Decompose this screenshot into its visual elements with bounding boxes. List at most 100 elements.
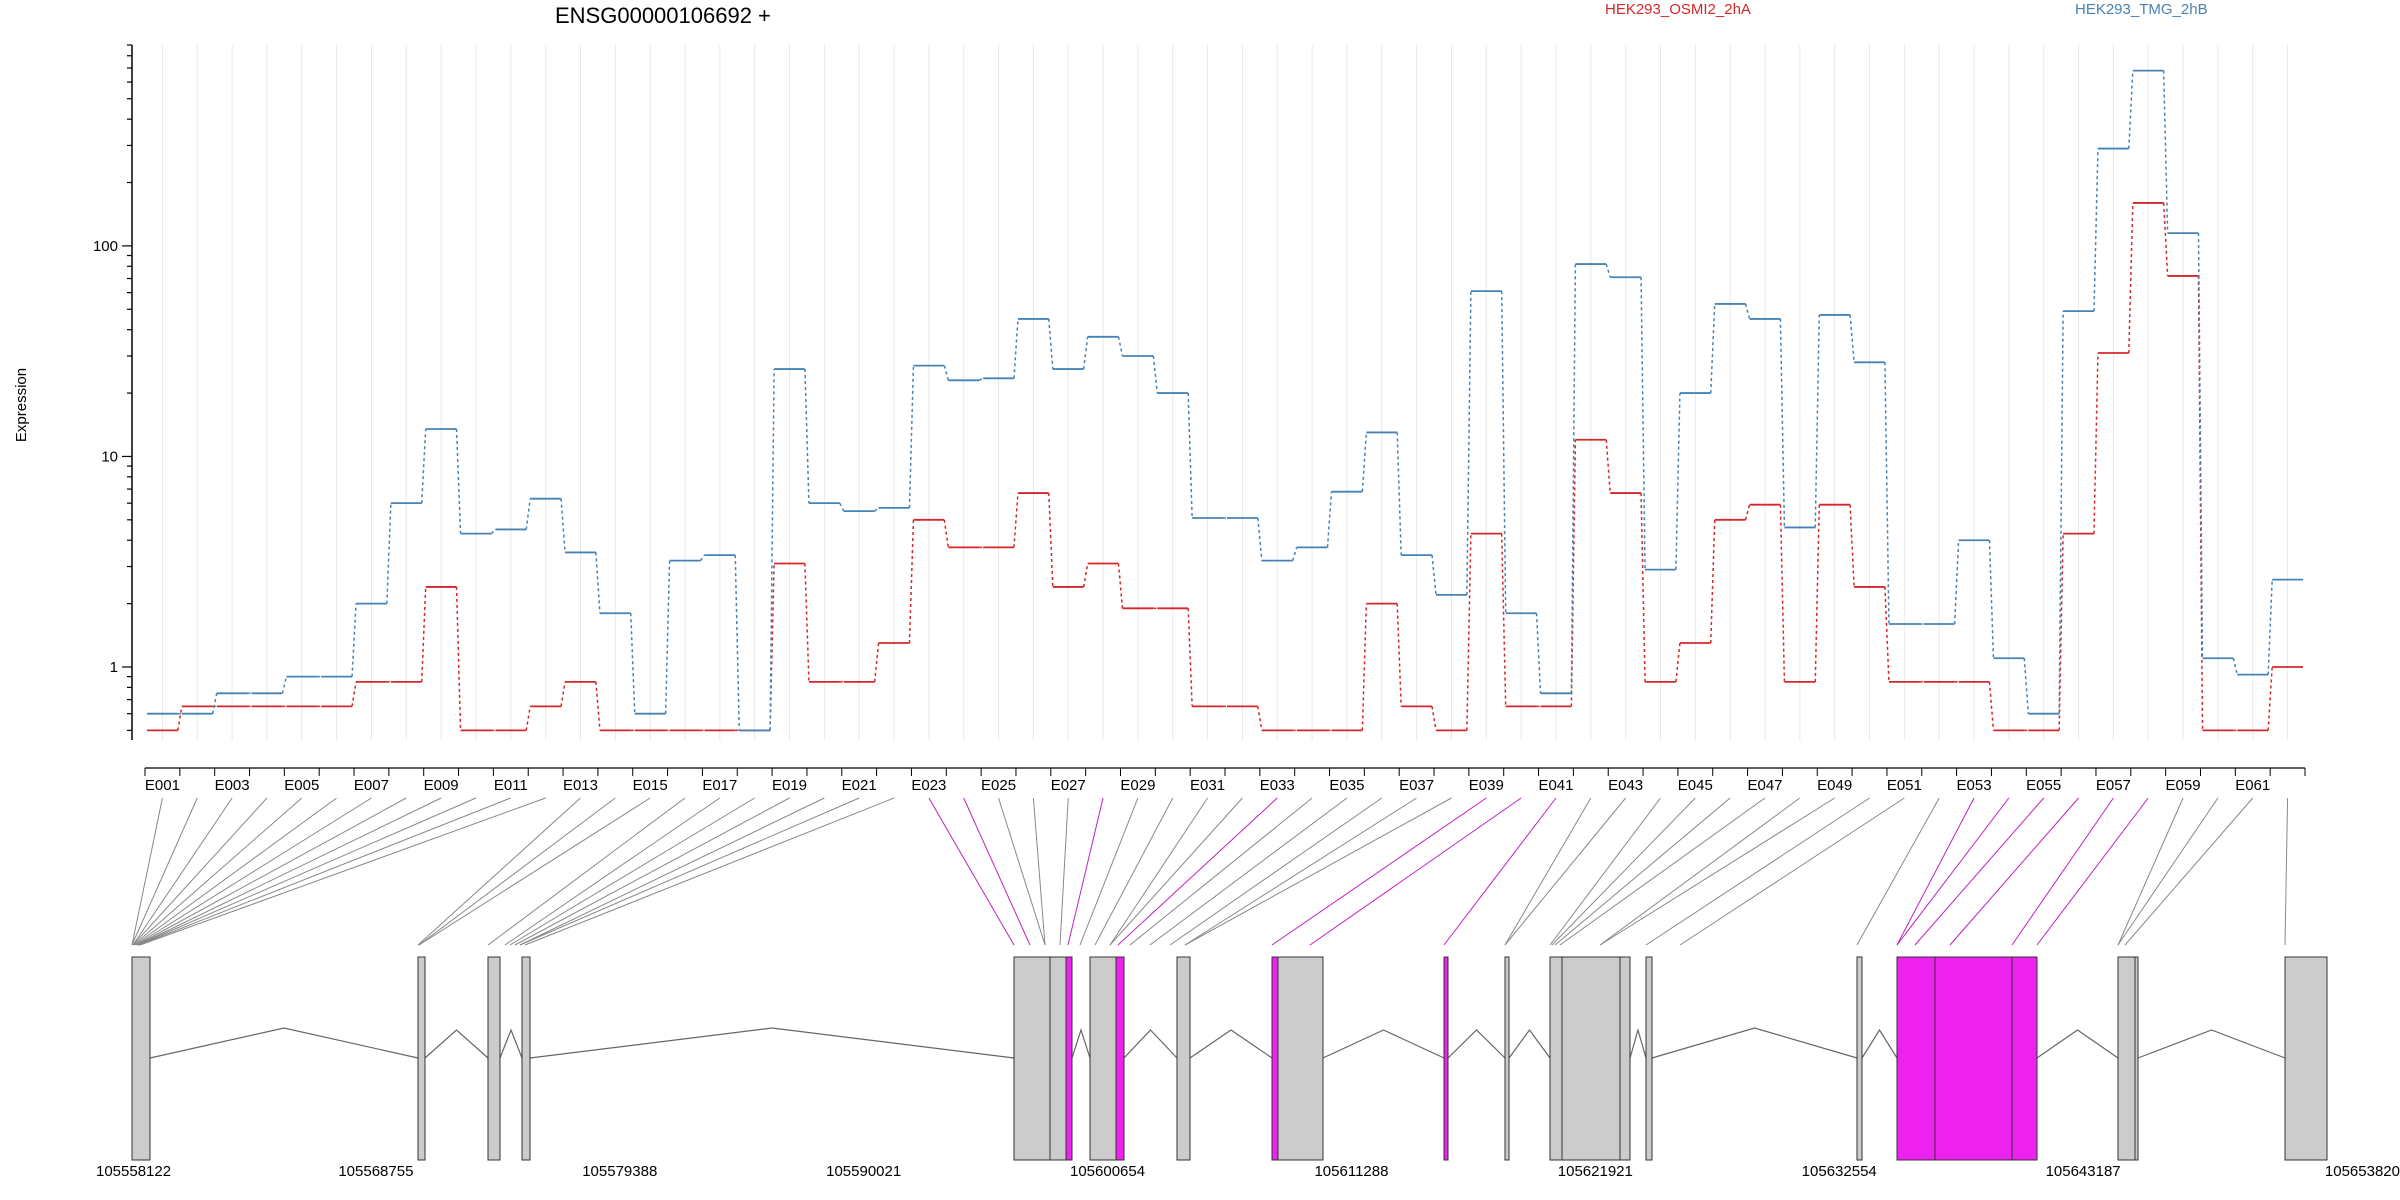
x-tick-label: E037	[1399, 777, 1434, 794]
series-transition	[873, 642, 880, 682]
series-transition	[1396, 603, 1402, 707]
series-transition	[1013, 493, 1019, 548]
legend-series-2: HEK293_TMG_2hB	[2075, 1, 2208, 18]
exon-block	[1176, 956, 1191, 1161]
series-transition	[1849, 314, 1855, 363]
exon-connector	[2036, 797, 2149, 946]
genomic-tick-label: 105568755	[338, 1163, 413, 1180]
exon-connector	[509, 797, 755, 946]
series-transition	[2128, 202, 2134, 354]
exon-connector	[2284, 797, 2289, 946]
series-transition	[1187, 393, 1193, 519]
exon-connector	[137, 797, 442, 946]
series-transition	[804, 563, 810, 682]
series-transition	[177, 706, 183, 731]
series-transition	[1117, 336, 1124, 357]
exon-connector	[1554, 797, 1731, 946]
series-transition	[1257, 517, 1263, 561]
exon-connector	[1059, 797, 1069, 946]
exon-block	[1856, 956, 1863, 1161]
series-transition	[1709, 519, 1716, 644]
exon-connector	[1645, 797, 1870, 946]
series-transition	[1744, 303, 1751, 320]
exon-connector	[1149, 797, 1348, 946]
exon-connector	[1184, 797, 1417, 946]
series-transition	[455, 586, 462, 731]
series-transition	[629, 613, 636, 714]
series-transition	[420, 586, 427, 682]
intron	[2137, 1029, 2286, 1059]
genomic-coordinate-axis: 105558122 105568755 105579388 105590021 1056…	[96, 1163, 2400, 1180]
x-tick-label: E003	[215, 777, 250, 794]
intron	[1508, 1028, 1551, 1059]
exon-connector	[1032, 797, 1046, 946]
x-tick-label: E019	[772, 777, 807, 794]
series-transition	[2023, 658, 2030, 714]
exon-connector	[1856, 797, 1940, 946]
exon-connector	[487, 797, 686, 946]
x-tick-label: E057	[2096, 777, 2131, 794]
exon-connector	[1094, 797, 1174, 946]
series-transition	[908, 365, 915, 508]
exon-block	[1549, 956, 1563, 1161]
intron	[1447, 1029, 1506, 1059]
series-transition	[1675, 393, 1681, 570]
exon-connector	[418, 797, 651, 946]
y-tick-label: 10	[101, 448, 118, 465]
series-transition	[839, 502, 845, 512]
series-transition	[595, 681, 601, 731]
series-transition	[804, 369, 810, 504]
gene-model	[131, 956, 2328, 1161]
x-tick-label: E059	[2166, 777, 2201, 794]
x-tick-label: E053	[1957, 777, 1992, 794]
exon-connector	[418, 797, 616, 946]
x-tick-label: E015	[633, 777, 668, 794]
exon-connector	[136, 797, 407, 946]
x-tick-label: E021	[842, 777, 877, 794]
series-transition	[1152, 355, 1159, 394]
exon-connector	[1129, 797, 1313, 946]
exon-connector	[1271, 797, 1487, 946]
series-transition	[211, 693, 218, 714]
series-transition	[1988, 540, 1995, 659]
series-transition	[699, 554, 706, 562]
exon-connector	[1896, 797, 2010, 946]
series-transition	[1884, 362, 1890, 625]
series-transition	[1640, 277, 1646, 570]
series-transition	[1048, 318, 1054, 370]
series-transition	[455, 428, 462, 534]
x-tick-label: E035	[1329, 777, 1364, 794]
x-tick-label: E045	[1678, 777, 1713, 794]
intron	[424, 1029, 489, 1059]
genomic-tick-label: 105558122	[96, 1163, 171, 1180]
exon-block	[1645, 956, 1653, 1161]
exon-block	[1115, 956, 1125, 1161]
x-tick-label: E017	[702, 777, 737, 794]
exon-block	[1443, 956, 1449, 1161]
series-1	[147, 202, 2303, 732]
series-transition	[281, 676, 288, 694]
x-axis: E001 E003 E005 E007 E009 E011 E013 E015 E017 E019…	[144, 767, 2306, 794]
x-tick-label: E023	[911, 777, 946, 794]
series-transition	[386, 503, 392, 604]
exon-connector	[1679, 797, 1905, 946]
exon-connector	[963, 797, 1031, 946]
series-transition	[1535, 613, 1542, 694]
intron	[1189, 1029, 1273, 1059]
series-transition	[1814, 504, 1821, 682]
exon-block	[2134, 956, 2139, 1161]
series-transition	[1500, 533, 1507, 707]
intron	[1071, 1028, 1091, 1059]
series-transition	[1605, 439, 1611, 494]
series-transition	[1326, 491, 1333, 548]
series-2	[147, 69, 2303, 732]
y-axis-label: Expression	[13, 368, 30, 442]
series-transition	[2058, 311, 2064, 714]
exon-connector	[1559, 797, 1766, 946]
series-transition	[2093, 148, 2099, 312]
series-transition	[1605, 263, 1611, 278]
exon-connector	[1117, 797, 1278, 946]
series-transition	[560, 681, 566, 707]
exon-connector	[131, 797, 198, 946]
